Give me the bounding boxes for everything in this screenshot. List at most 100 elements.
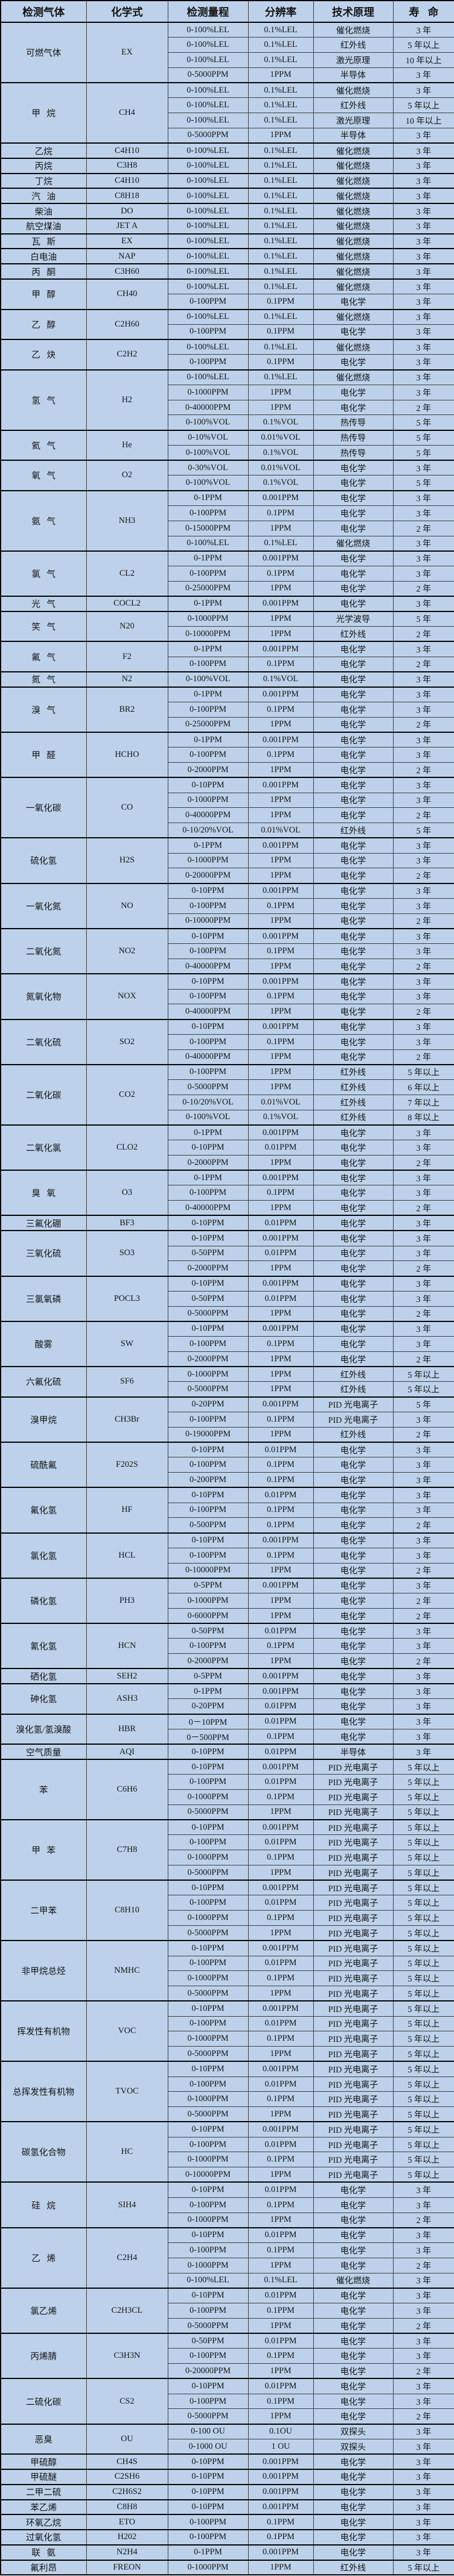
range-cell: 0-1000PPM xyxy=(167,2257,249,2273)
lifespan-cell: 10 年以上 xyxy=(392,52,454,68)
resolution-cell: 0.001PPM xyxy=(248,731,314,748)
formula-cell: C2H6S2 xyxy=(86,2483,168,2500)
lifespan-cell: 3 年 xyxy=(392,641,454,657)
table-row: 硫酰氟 F202S 0-10PPM 0.01PPM 电化学 3 年 xyxy=(0,1441,454,1488)
lifespan-cell: 3 年 xyxy=(392,1215,454,1231)
principle-cell: 催化燃烧 xyxy=(313,339,394,355)
table-row: 0-10000PPM 1PPM PID 光电离子 5 年以上 xyxy=(1,2167,454,2183)
table-row: 空气质量 AQI 0-10PPM 0.01PPM 半导体 3 年 xyxy=(0,1744,454,1760)
resolution-cell: 0.1PPM xyxy=(248,1910,314,1926)
table-row: 0-100PPM 0.01PPM PID 光电离子 5 年以上 xyxy=(1,1955,454,1972)
principle-cell: 红外线 xyxy=(313,2559,394,2575)
range-cell: 0-100PPM xyxy=(167,988,249,1005)
formula-cell: C2H3CL xyxy=(86,2287,168,2334)
gas-name-cell: 二氧化碳 xyxy=(0,1063,87,1126)
gas-name-cell: 三氯氧磷 xyxy=(0,1275,87,1322)
principle-cell: PID 光电离子 xyxy=(313,2136,394,2153)
table-row: 0-10000PPM 1PPM 电化学 2 年 xyxy=(1,1562,454,1579)
gas-name-cell: 二甲苯 xyxy=(0,1880,87,1941)
lifespan-cell: 3 年 xyxy=(392,852,454,869)
table-row: 0-100PPM 0.1PPM 电化学 3 年 xyxy=(1,1336,454,1352)
lifespan-cell: 3 年 xyxy=(392,1698,454,1715)
resolution-cell: 0.001PPM xyxy=(248,1819,314,1836)
resolution-cell: 1PPM xyxy=(248,1260,314,1277)
lifespan-cell: 5 年以上 xyxy=(392,1880,454,1896)
resolution-cell: 0.001PPM xyxy=(248,1940,314,1956)
table-row: 溴甲烷 CH3Br 0-20PPM 0.001PPM PID 光电离子 5 年 xyxy=(0,1396,454,1443)
range-cell: 0-100%LEL xyxy=(167,52,249,68)
resolution-cell: 1PPM xyxy=(248,384,314,400)
gas-name-cell: 甲硫醚 xyxy=(0,2469,87,2485)
table-row: 二甲苯 C8H10 0-10PPM 0.001PPM PID 光电离子 5 年以上 xyxy=(0,1880,454,1941)
lifespan-cell: 3 年 xyxy=(392,354,454,371)
principle-cell: 电化学 xyxy=(313,1638,394,1654)
table-row: 0-50PPM 0.01PPM 电化学 3 年 xyxy=(1,1290,454,1307)
lifespan-cell: 5 年以上 xyxy=(392,1789,454,1805)
lifespan-cell: 3 年 xyxy=(392,898,454,914)
range-cell: 0-5000PPM xyxy=(167,1925,249,1941)
principle-cell: 催化燃烧 xyxy=(313,248,394,264)
lifespan-cell: 3 年 xyxy=(392,1441,454,1458)
range-cell: 0-200PPM xyxy=(167,1472,249,1488)
lifespan-cell: 10 年以上 xyxy=(392,113,454,128)
table-row: 可燃气体 EX 0-100%LEL 0.1%LEL 催化燃烧 3 年 xyxy=(0,21,454,83)
lifespan-cell: 3 年 xyxy=(392,2439,454,2455)
principle-cell: 电化学 xyxy=(313,520,394,536)
range-cell: 0-100%VOL xyxy=(167,671,249,688)
gas-name-cell: 硫化氢 xyxy=(0,837,87,884)
principle-cell: 红外线 xyxy=(313,1094,394,1110)
table-row: 0-5000PPM 1PPM 红外线 6 年以上 xyxy=(1,1079,454,1095)
range-cell: 0-19000PPM xyxy=(167,1426,249,1443)
principle-cell: 电化学 xyxy=(313,2257,394,2273)
range-cell: 0-1PPM xyxy=(167,686,249,702)
table-row: 0-10000PPM 1PPM 电化学 2 年 xyxy=(1,913,454,929)
gas-name-cell: 苯乙烯 xyxy=(0,2499,87,2515)
principle-cell: 电化学 xyxy=(313,1306,394,1322)
table-row: 0-1000PPM 0.1PPM PID 光电离子 5 年以上 xyxy=(1,2152,454,2168)
range-cell: 0-10PPM xyxy=(167,2499,249,2515)
principle-cell: PID 光电离子 xyxy=(313,1819,394,1836)
range-cell: 0-100%LEL xyxy=(167,97,249,114)
resolution-cell: 0.001PPM xyxy=(248,550,314,567)
range-cell: 0-100PPM xyxy=(167,2016,249,2032)
resolution-cell: 0.01PPM xyxy=(248,2076,314,2092)
formula-cell: PH3 xyxy=(86,1577,168,1624)
formula-cell: HC xyxy=(86,2121,168,2183)
gas-name-cell: 六氟化硫 xyxy=(0,1366,87,1398)
range-cell: 0-100PPM xyxy=(167,2348,249,2364)
lifespan-cell: 5 年以上 xyxy=(392,1940,454,1956)
lifespan-cell: 5 年以上 xyxy=(392,2016,454,2032)
range-cell: 0-10000PPM xyxy=(167,913,249,929)
resolution-cell: 1PPM xyxy=(248,913,314,929)
range-cell: 0-10PPM xyxy=(167,2000,249,2017)
lifespan-cell: 3 年 xyxy=(392,1018,454,1035)
table-row: 0-100%LEL 0.1%LEL 催化燃烧 3 年 xyxy=(1,535,454,552)
range-cell: 0-1PPM xyxy=(167,837,249,854)
formula-cell: C2H2 xyxy=(86,339,168,371)
range-cell: 0-20PPM xyxy=(167,1698,249,1715)
gas-name-cell: 一氧化氮 xyxy=(0,882,87,929)
principle-cell: 电化学 xyxy=(313,2393,394,2410)
range-cell: 0-100PPM xyxy=(167,1457,249,1473)
lifespan-cell: 2 年 xyxy=(392,1049,454,1065)
principle-cell: 电化学 xyxy=(313,1290,394,1307)
resolution-cell: 1PPM xyxy=(248,1079,314,1095)
lifespan-cell: 5 年以上 xyxy=(392,2559,454,2575)
resolution-cell: 0.001PPM xyxy=(248,1396,314,1412)
formula-cell: POCL3 xyxy=(86,1275,168,1322)
lifespan-cell: 3 年 xyxy=(392,369,454,385)
lifespan-cell: 2 年 xyxy=(392,958,454,974)
table-row: 0-5000PPM 1PPM 电化学 2 年 xyxy=(1,2317,454,2334)
lifespan-cell: 3 年 xyxy=(392,882,454,899)
principle-cell: 电化学 xyxy=(313,943,394,959)
resolution-cell: 1PPM xyxy=(248,1426,314,1443)
lifespan-cell: 3 年 xyxy=(392,1683,454,1700)
table-row: 臭 氧 O3 0-1PPM 0.001PPM 电化学 3 年 xyxy=(0,1170,454,1216)
principle-cell: 电化学 xyxy=(313,1275,394,1292)
principle-cell: 电化学 xyxy=(313,2363,394,2379)
range-cell: 0-2000PPM xyxy=(167,1260,249,1277)
lifespan-cell: 3 年 xyxy=(392,2287,454,2304)
resolution-cell: 0.1PPM xyxy=(248,566,314,582)
gas-name-cell: 三氟化硼 xyxy=(0,1215,87,1231)
principle-cell: 电化学 xyxy=(313,747,394,763)
